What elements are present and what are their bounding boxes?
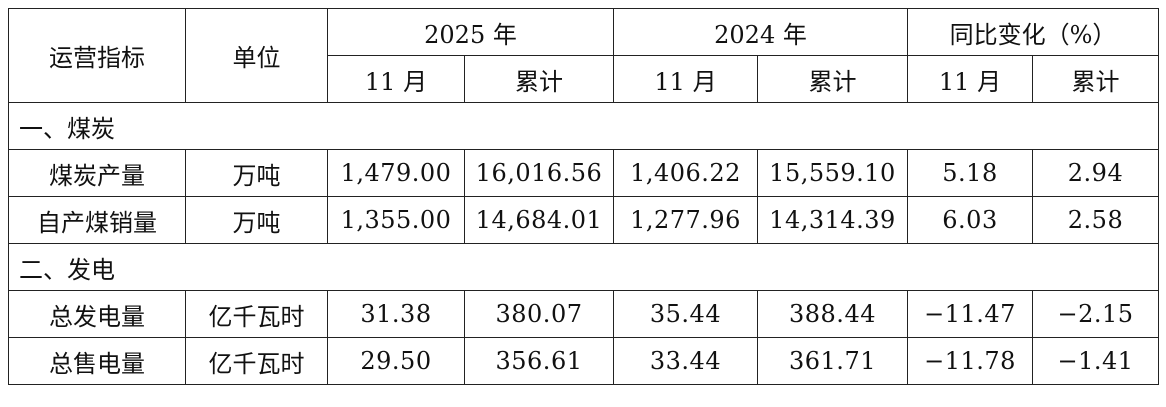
- header-2024: 2024 年: [613, 8, 908, 56]
- value-cell: 15,559.10: [757, 149, 908, 197]
- unit-cell: 万吨: [185, 149, 328, 197]
- value-cell: 31.38: [327, 290, 465, 338]
- value-cell: 29.50: [327, 337, 465, 385]
- section-row: 二、发电: [8, 243, 1159, 291]
- value-cell: 361.71: [757, 337, 908, 385]
- unit-cell: 亿千瓦时: [185, 337, 328, 385]
- value-cell: 1,277.96: [613, 196, 758, 244]
- indicator-name: 总发电量: [8, 290, 186, 338]
- value-cell: 1,406.22: [613, 149, 758, 197]
- table-row: 总发电量 亿千瓦时 31.38 380.07 35.44 388.44 −11.47 −2.1…: [8, 290, 1159, 338]
- value-cell: 380.07: [464, 290, 614, 338]
- value-cell: −1.41: [1032, 337, 1159, 385]
- value-cell: −11.78: [907, 337, 1033, 385]
- subheader: 累计: [1032, 55, 1159, 103]
- unit-cell: 万吨: [185, 196, 328, 244]
- header-unit: 单位: [185, 8, 328, 103]
- indicator-name: 煤炭产量: [8, 149, 186, 197]
- table-row: 自产煤销量 万吨 1,355.00 14,684.01 1,277.96 14,314.3…: [8, 196, 1159, 244]
- value-cell: 5.18: [907, 149, 1033, 197]
- value-cell: 356.61: [464, 337, 614, 385]
- table-row: 煤炭产量 万吨 1,479.00 16,016.56 1,406.22 15,559.10…: [8, 149, 1159, 197]
- header-yoy: 同比变化（%）: [907, 8, 1159, 56]
- value-cell: 6.03: [907, 196, 1033, 244]
- value-cell: 1,479.00: [327, 149, 465, 197]
- value-cell: 2.58: [1032, 196, 1159, 244]
- value-cell: 2.94: [1032, 149, 1159, 197]
- subheader: 11 月: [327, 55, 465, 103]
- table-body: 一、煤炭 煤炭产量 万吨 1,479.00 16,016.56 1,406.22 15,55…: [8, 102, 1159, 385]
- value-cell: −2.15: [1032, 290, 1159, 338]
- subheader: 11 月: [907, 55, 1033, 103]
- operating-data-table: 运营指标 单位 2025 年 2024 年 同比变化（%） 11 月 累计 11…: [8, 8, 1159, 385]
- header-indicator: 运营指标: [8, 8, 186, 103]
- indicator-name: 总售电量: [8, 337, 186, 385]
- value-cell: 35.44: [613, 290, 758, 338]
- value-cell: 14,684.01: [464, 196, 614, 244]
- value-cell: −11.47: [907, 290, 1033, 338]
- value-cell: 388.44: [757, 290, 908, 338]
- section-title: 二、发电: [8, 243, 1159, 291]
- subheader: 11 月: [613, 55, 758, 103]
- value-cell: 1,355.00: [327, 196, 465, 244]
- subheader: 累计: [464, 55, 614, 103]
- section-row: 一、煤炭: [8, 102, 1159, 150]
- value-cell: 14,314.39: [757, 196, 908, 244]
- header-2025: 2025 年: [327, 8, 614, 56]
- value-cell: 16,016.56: [464, 149, 614, 197]
- subheader: 累计: [757, 55, 908, 103]
- unit-cell: 亿千瓦时: [185, 290, 328, 338]
- value-cell: 33.44: [613, 337, 758, 385]
- header-row-1: 运营指标 单位 2025 年 2024 年 同比变化（%）: [8, 8, 1159, 103]
- indicator-name: 自产煤销量: [8, 196, 186, 244]
- table-row: 总售电量 亿千瓦时 29.50 356.61 33.44 361.71 −11.78 −1.4…: [8, 337, 1159, 385]
- section-title: 一、煤炭: [8, 102, 1159, 150]
